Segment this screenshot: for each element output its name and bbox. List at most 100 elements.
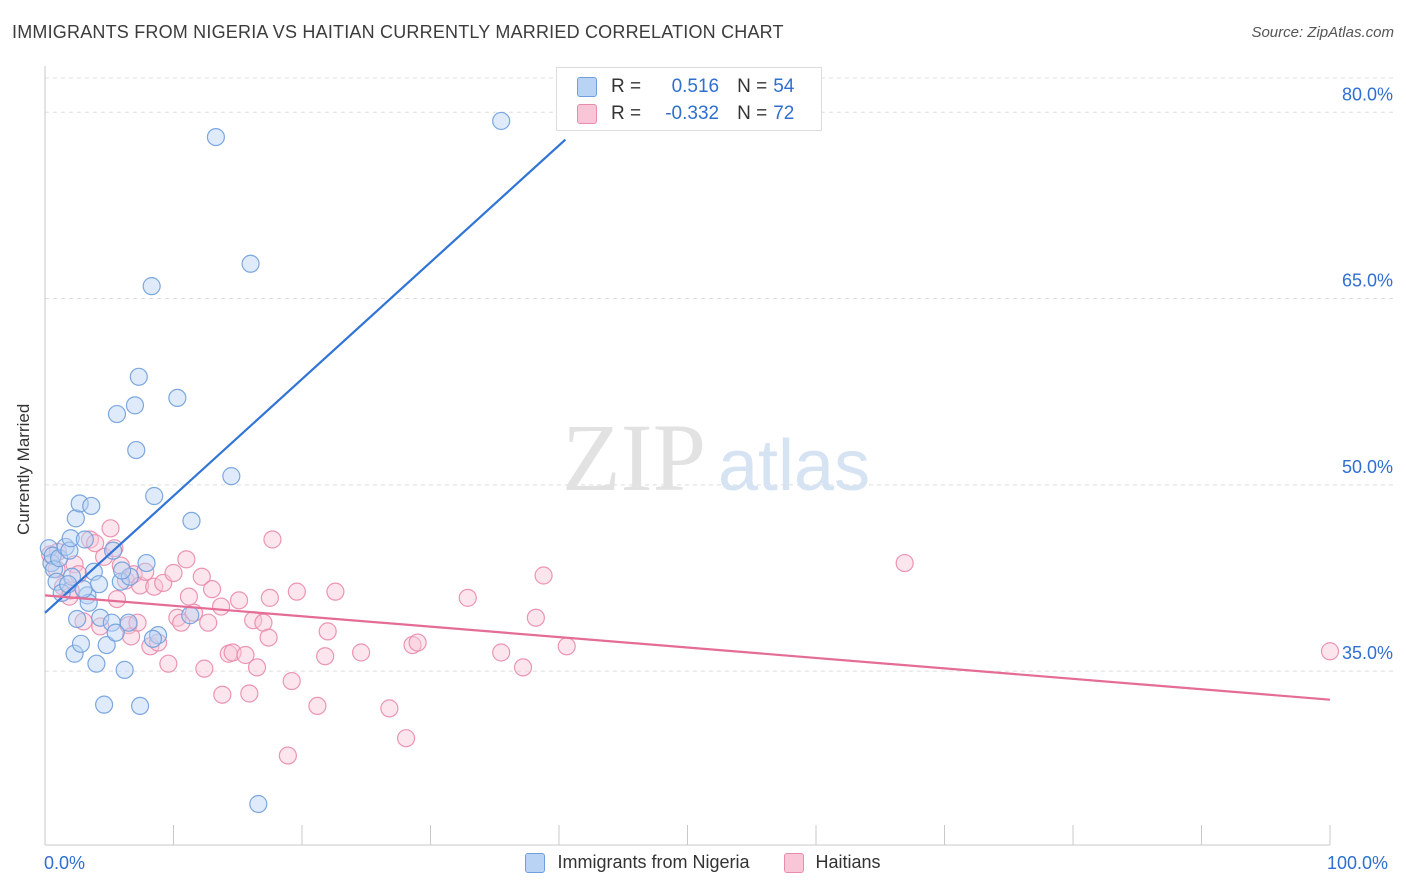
legend-swatch-pink [783,852,804,873]
watermark-zip: ZIP [562,404,706,511]
nigeria-point [241,254,260,273]
haitians-point [352,643,371,662]
haitians-point [263,530,282,549]
y-tick-labels: 35.0% 50.0% 65.0% 80.0% [1342,84,1393,663]
nigeria-point [142,277,161,296]
nigeria-point [82,496,101,516]
haitians-point [211,597,231,616]
haitians-point [177,550,196,569]
legend-label-haitians: Haitians [815,852,881,872]
nigeria-point [65,644,84,663]
nigeria-point [127,440,146,460]
haitians-trend-line [44,594,1331,701]
legend-r-value-nigeria: 0.516 [671,76,720,97]
nigeria-points [39,111,511,814]
haitians-point [282,671,301,691]
haitians-point [308,696,327,716]
nigeria-point [50,549,69,568]
haitians-point [380,699,399,718]
haitians-point [534,566,553,585]
nigeria-point [181,606,200,625]
haitians-point [145,577,164,596]
haitians-point [229,591,249,610]
haitians-point [492,643,511,662]
x-tick-label-max: 100.0% [1327,853,1389,873]
haitians-point [164,563,183,583]
grid-lines [45,77,1394,672]
nigeria-point [59,575,78,594]
nigeria-point [106,623,125,642]
haitians-point [247,658,267,677]
source-credit: Source: ZipAtlas.com [1251,24,1394,41]
chart-title: IMMIGRANTS FROM NIGERIA VS HAITIAN CURRE… [12,22,784,42]
axes [44,66,1331,846]
haitians-point [318,622,337,641]
nigeria-point [168,388,187,408]
haitians-point [557,637,576,656]
trend-lines [44,138,1331,701]
haitians-point [526,608,545,627]
nigeria-point [249,794,268,814]
nigeria-point [70,494,89,513]
haitians-point [240,684,259,703]
haitians-point [179,587,199,606]
legend-item-haitians: Haitians [783,852,881,873]
haitians-point [513,658,533,677]
haitians-point [86,534,105,553]
nigeria-point [71,634,91,653]
legend-swatch-blue [577,77,597,97]
series-legend: Immigrants from Nigeria Haitians [0,852,1406,873]
nigeria-point [130,696,150,716]
nigeria-point [75,530,94,549]
haitians-point [895,553,914,573]
legend-n-label: N = [737,103,768,124]
haitians-point [259,628,278,647]
legend-label-nigeria: Immigrants from Nigeria [557,852,750,872]
haitians-point [260,588,279,607]
haitians-point [326,582,345,601]
legend-n-value-nigeria: 54 [773,76,795,97]
y-tick-label: 80.0% [1342,84,1393,104]
haitians-point [107,589,127,609]
y-tick-label: 65.0% [1342,271,1393,291]
haitians-point [195,659,214,678]
nigeria-point [125,396,145,415]
nigeria-trend-line [44,138,567,614]
legend-row-nigeria: R = 0.516 N = 54 [577,75,794,99]
x-tick-label-min: 0.0% [44,853,86,873]
legend-n-value-haitians: 72 [773,103,795,124]
nigeria-point [206,127,226,147]
haitians-point [316,647,335,666]
haitians-point [278,746,297,765]
y-tick-label: 35.0% [1342,643,1393,663]
nigeria-point [115,660,134,679]
legend-r-label: R = [611,103,642,124]
haitians-point [458,588,477,607]
nigeria-point [107,404,127,424]
nigeria-point [143,629,163,648]
haitians-point [192,567,211,586]
watermark: ZIP atlas [562,404,870,511]
haitians-point [101,519,120,538]
haitians-point [1320,642,1340,661]
nigeria-point [112,561,132,580]
legend-row-haitians: R = -0.332 N = 72 [577,102,794,126]
haitians-point [213,685,232,704]
haitians-point [202,580,222,599]
legend-swatch-pink [577,104,597,124]
haitians-point [408,633,427,652]
legend-n-label: N = [737,76,768,97]
y-tick-label: 50.0% [1342,457,1393,477]
nigeria-point [222,467,241,486]
nigeria-point [66,509,85,528]
nigeria-point [492,111,511,131]
nigeria-point [95,695,114,714]
haitians-point [199,613,218,632]
nigeria-point [119,613,138,632]
correlation-legend: R = 0.516 N = 54 R = -0.332 N = 72 [556,67,822,131]
haitians-point [287,582,306,601]
nigeria-point [129,367,148,386]
legend-swatch-blue [525,852,546,873]
legend-r-label: R = [611,76,642,97]
